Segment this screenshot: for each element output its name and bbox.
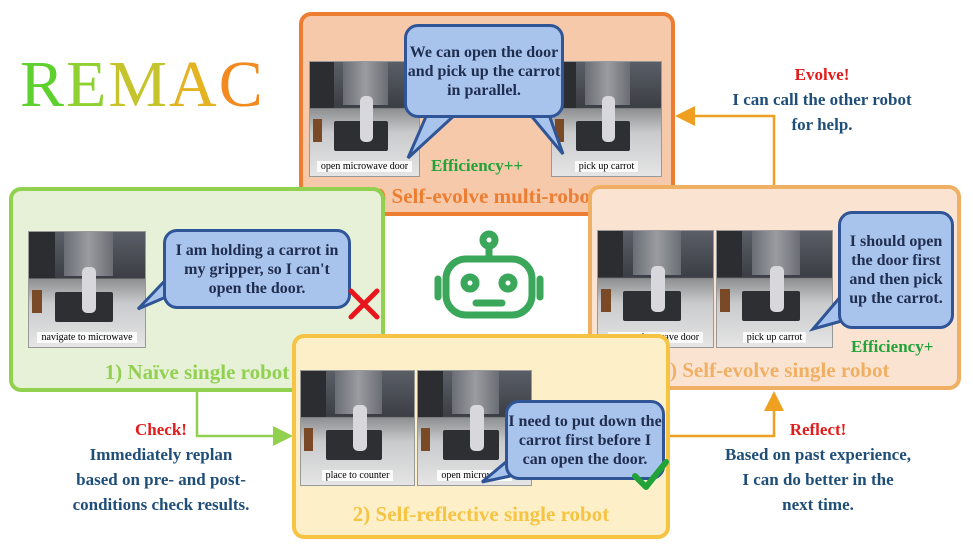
scene-caption: pick up carrot [742, 332, 807, 343]
arrow-reflective-to-evolve-single [670, 391, 784, 438]
note-line: Based on past experience, [724, 445, 912, 464]
panel-self-reflective: place to counter open microwave I need t… [292, 334, 670, 539]
scene-image-open-door: open microwave door [309, 61, 420, 177]
speech-bubble: I am holding a carrot in my gripper, so … [163, 229, 351, 309]
speech-bubble: We can open the door and pick up the car… [404, 24, 564, 118]
note-line: next time. [782, 495, 854, 514]
note-line: I can call the other robot [732, 90, 912, 109]
arrow-naive-to-reflective [195, 392, 293, 446]
note-line: I can do better in the [742, 470, 894, 489]
panel-self-evolve-single: open microwave door pick up carrot I sho… [588, 185, 961, 390]
scene-image-pick-carrot: pick up carrot [551, 61, 662, 177]
scene-caption: open microwave door [316, 161, 413, 172]
panel-title: 2) Self-reflective single robot [352, 502, 610, 526]
efficiency-label: Efficiency++ [431, 156, 524, 175]
note-heading: Reflect! [789, 420, 847, 439]
note-line: Immediately replan [89, 445, 233, 464]
green-check-icon [632, 459, 669, 490]
title-letter: A [169, 48, 219, 121]
scene-image-place: place to counter [300, 370, 415, 486]
panel-title: 1) Naïve single robot [104, 360, 290, 384]
panel-self-evolve-multi: open microwave door pick up carrot We ca… [299, 12, 675, 216]
scene-caption: navigate to microwave [37, 332, 137, 343]
scene-caption: place to counter [321, 470, 394, 481]
title-letter: M [108, 48, 170, 121]
scene-image-navigate: navigate to microwave [28, 231, 146, 348]
note-evolve: Evolve! I can call the other robot for h… [706, 62, 938, 137]
panel-title: 4) Self-evolve multi-robots [368, 184, 606, 208]
red-cross-icon [348, 288, 380, 320]
note-line: for help. [791, 115, 853, 134]
note-heading: Check! [135, 420, 187, 439]
scene-image-open-door: open microwave door [597, 230, 714, 348]
note-line: based on pre- and post- [76, 470, 246, 489]
note-line: conditions check results. [72, 495, 250, 514]
panel-title: 3) Self-evolve single robot [659, 358, 890, 382]
arrow-evolve-single-to-multi [675, 106, 776, 185]
scene-caption: pick up carrot [574, 161, 639, 172]
speech-bubble: I need to put down the carrot first befo… [505, 400, 665, 480]
scene-image-pick-carrot: pick up carrot [716, 230, 833, 348]
robot-icon [434, 230, 544, 319]
app-title: REMAC [20, 52, 265, 118]
title-letter: R [20, 48, 67, 121]
note-check: Check! Immediately replan based on pre- … [46, 417, 276, 517]
scene-caption: open microwave [437, 470, 512, 481]
title-letter: E [66, 48, 109, 121]
note-heading: Evolve! [794, 65, 850, 84]
title-letter: C [218, 48, 265, 121]
note-reflect: Reflect! Based on past experience, I can… [702, 417, 934, 517]
efficiency-label: Efficiency+ [851, 337, 934, 356]
speech-bubble: I should open the door first and then pi… [838, 211, 954, 329]
